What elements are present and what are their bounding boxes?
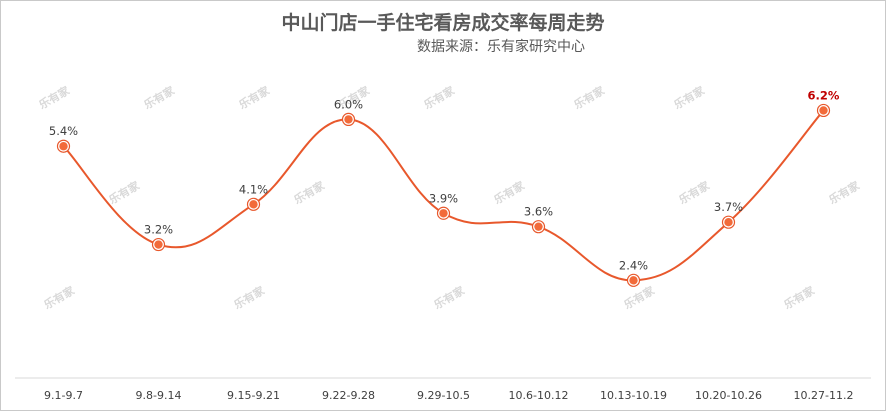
chart-title: 中山门店一手住宅看房成交率每周走势 — [281, 11, 604, 34]
data-point — [439, 209, 448, 218]
watermark-text: 乐有家 — [421, 83, 457, 112]
data-label: 2.4% — [619, 258, 648, 272]
data-label: 5.4% — [49, 124, 78, 138]
x-tick-label: 10.13-10.19 — [600, 389, 667, 402]
watermark-text: 乐有家 — [826, 178, 862, 207]
data-label: 4.1% — [239, 182, 268, 196]
watermark-text: 乐有家 — [41, 283, 77, 312]
watermark-text: 乐有家 — [571, 83, 607, 112]
data-label: 3.6% — [524, 205, 553, 219]
watermark-text: 乐有家 — [36, 83, 72, 112]
watermark-text: 乐有家 — [671, 83, 707, 112]
x-tick-label: 9.22-9.28 — [322, 389, 375, 402]
data-point — [344, 115, 353, 124]
data-point — [154, 240, 163, 249]
data-label: 6.0% — [334, 97, 363, 111]
watermark-text: 乐有家 — [676, 178, 712, 207]
chart-subtitle: 数据来源：乐有家研究中心 — [417, 38, 585, 55]
watermark-text: 乐有家 — [236, 83, 272, 112]
x-tick-label: 10.27-11.2 — [794, 389, 854, 402]
data-point — [59, 142, 68, 151]
x-tick-label: 9.29-10.5 — [417, 389, 470, 402]
x-tick-label: 9.1-9.7 — [44, 389, 83, 402]
data-point — [819, 106, 828, 115]
x-axis-ticks: 9.1-9.7 9.8-9.14 9.15-9.21 9.22-9.28 9.29-10… — [44, 389, 853, 402]
data-point — [724, 218, 733, 227]
data-label: 6.2% — [808, 88, 840, 102]
watermark-text: 乐有家 — [106, 178, 142, 207]
data-point — [534, 222, 543, 231]
data-point — [629, 276, 638, 285]
watermark-text: 乐有家 — [621, 283, 657, 312]
x-tick-label: 10.6-10.12 — [509, 389, 569, 402]
watermark-text: 乐有家 — [491, 178, 527, 207]
x-tick-label: 10.20-10.26 — [695, 389, 762, 402]
x-tick-label: 9.8-9.14 — [136, 389, 182, 402]
watermark-text: 乐有家 — [291, 178, 327, 207]
watermark-text: 乐有家 — [431, 283, 467, 312]
watermark-text: 乐有家 — [231, 283, 267, 312]
data-label: 3.7% — [714, 200, 743, 214]
data-markers — [56, 103, 831, 287]
watermark-text: 乐有家 — [141, 83, 177, 112]
data-labels: 5.4% 3.2% 4.1% 6.0% 3.9% 3.6% 2.4% 3.7% 6.2% — [49, 88, 840, 272]
x-tick-label: 9.15-9.21 — [227, 389, 280, 402]
data-label: 3.9% — [429, 191, 458, 205]
data-label: 3.2% — [144, 223, 173, 237]
watermark-text: 乐有家 — [781, 283, 817, 312]
data-point — [249, 200, 258, 209]
